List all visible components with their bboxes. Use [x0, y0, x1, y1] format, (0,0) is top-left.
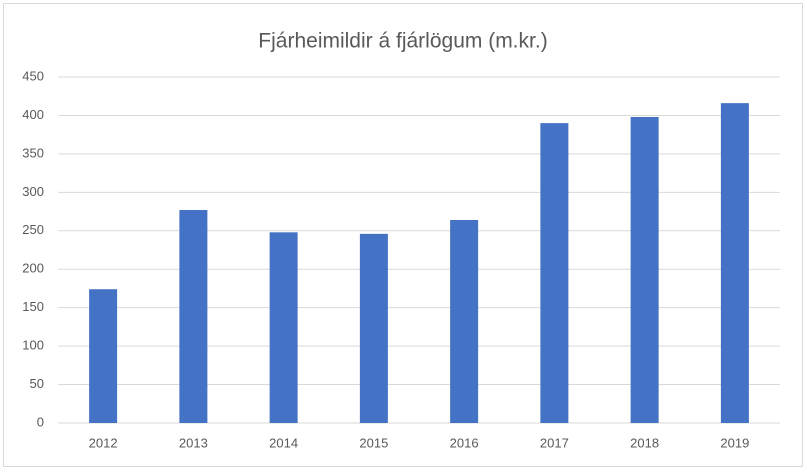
y-tick-label: 50 [30, 376, 44, 391]
y-tick-label: 200 [22, 261, 44, 276]
y-tick-label: 100 [22, 338, 44, 353]
y-tick-label: 150 [22, 299, 44, 314]
x-tick-label: 2019 [720, 435, 749, 450]
x-tick-label: 2012 [89, 435, 118, 450]
bar [540, 123, 569, 423]
y-tick-label: 350 [22, 145, 44, 160]
bar [720, 103, 749, 424]
chart-title: Fjárheimildir á fjárlögum (m.kr.) [258, 30, 547, 53]
bar [269, 232, 298, 423]
x-tick-label: 2017 [540, 435, 569, 450]
x-tick-label: 2013 [179, 435, 208, 450]
x-tick-label: 2015 [359, 435, 388, 450]
x-tick-label: 2016 [450, 435, 479, 450]
bar [179, 210, 208, 423]
y-tick-label: 250 [22, 222, 44, 237]
x-tick-label: 2018 [630, 435, 659, 450]
bar [630, 116, 659, 423]
bar [450, 220, 479, 423]
bar [89, 289, 118, 423]
y-tick-label: 400 [22, 107, 44, 122]
bar [359, 233, 388, 423]
y-tick-label: 300 [22, 184, 44, 199]
y-tick-label: 450 [22, 68, 44, 83]
x-tick-label: 2014 [269, 435, 298, 450]
y-tick-label: 0 [37, 414, 44, 429]
chart-border [3, 3, 803, 467]
